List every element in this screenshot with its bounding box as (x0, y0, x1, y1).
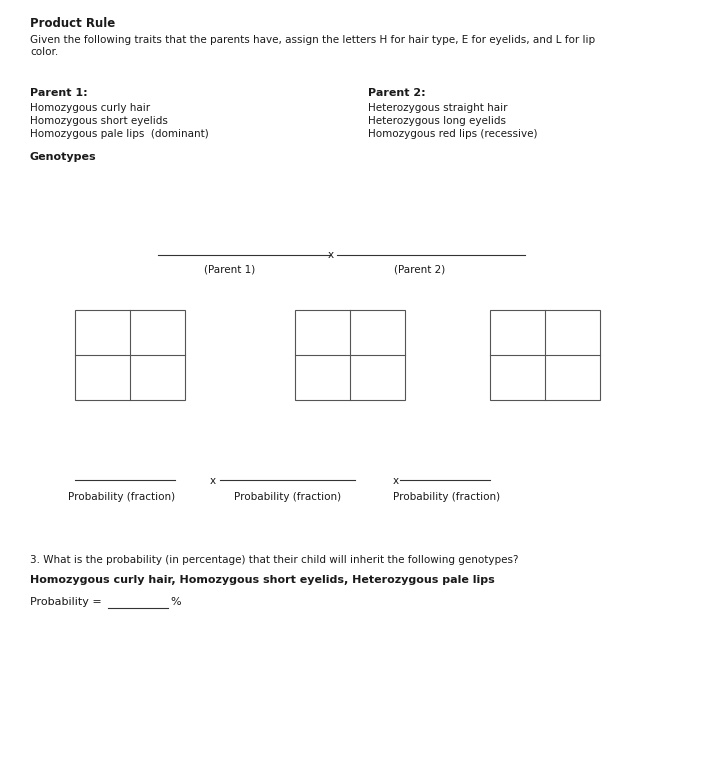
Text: Homozygous red lips (recessive): Homozygous red lips (recessive) (368, 129, 538, 139)
Text: Probability (fraction): Probability (fraction) (68, 492, 176, 502)
Text: Parent 1:: Parent 1: (30, 88, 88, 98)
Text: Homozygous curly hair: Homozygous curly hair (30, 103, 150, 113)
Text: Homozygous short eyelids: Homozygous short eyelids (30, 116, 168, 126)
Text: %: % (170, 597, 181, 607)
Text: Homozygous curly hair, Homozygous short eyelids, Heterozygous pale lips: Homozygous curly hair, Homozygous short … (30, 575, 495, 585)
Text: x: x (393, 476, 399, 486)
Text: Product Rule: Product Rule (30, 17, 115, 30)
Text: Probability =: Probability = (30, 597, 105, 607)
Text: x: x (328, 250, 334, 260)
Text: 3. What is the probability (in percentage) that their child will inherit the fol: 3. What is the probability (in percentag… (30, 555, 518, 565)
Text: Genotypes: Genotypes (30, 152, 96, 162)
Bar (490, 310, 600, 400)
Text: Parent 2:: Parent 2: (368, 88, 426, 98)
Text: Probability (fraction): Probability (fraction) (393, 492, 500, 502)
Text: (Parent 2): (Parent 2) (395, 265, 446, 275)
Text: Heterozygous long eyelids: Heterozygous long eyelids (368, 116, 506, 126)
Bar (75, 310, 185, 400)
Text: x: x (210, 476, 216, 486)
Text: Homozygous pale lips  (dominant): Homozygous pale lips (dominant) (30, 129, 209, 139)
Text: Given the following traits that the parents have, assign the letters H for hair : Given the following traits that the pare… (30, 35, 595, 56)
Text: Probability (fraction): Probability (fraction) (235, 492, 341, 502)
Bar (295, 310, 405, 400)
Text: Heterozygous straight hair: Heterozygous straight hair (368, 103, 508, 113)
Text: (Parent 1): (Parent 1) (204, 265, 256, 275)
